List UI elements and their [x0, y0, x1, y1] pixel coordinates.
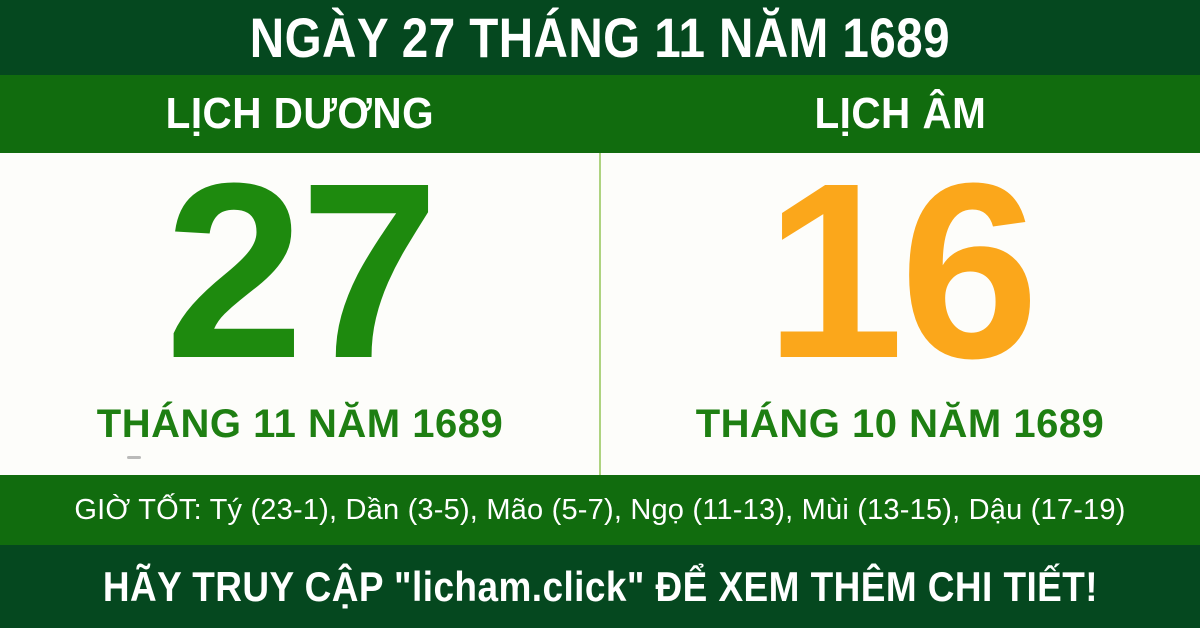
lunar-month-year: THÁNG 10 NĂM 1689: [695, 402, 1105, 446]
solar-day-panel: 27 THÁNG 11 NĂM 1689: [0, 146, 600, 475]
solar-calendar-header: LỊCH DƯƠNG: [165, 89, 435, 138]
smudge-artifact: [127, 456, 141, 459]
lunar-calendar-header: LỊCH ÂM: [814, 89, 986, 138]
day-panels: 27 THÁNG 11 NĂM 1689 16 THÁNG 10 NĂM 168…: [0, 146, 1200, 475]
good-hours-text: GIỜ TỐT: Tý (23-1), Dần (3-5), Mão (5-7)…: [74, 493, 1126, 526]
lunar-header-cell: LỊCH ÂM: [600, 75, 1200, 153]
good-hours-bar: GIỜ TỐT: Tý (23-1), Dần (3-5), Mão (5-7)…: [0, 475, 1200, 545]
date-title-bar: NGÀY 27 THÁNG 11 NĂM 1689: [0, 0, 1200, 75]
solar-header-cell: LỊCH DƯƠNG: [0, 75, 600, 153]
panel-divider-line: [599, 153, 601, 475]
solar-day-number: 27: [164, 131, 439, 410]
footer-cta-text: HÃY TRUY CẬP "licham.click" ĐỂ XEM THÊM …: [102, 562, 1098, 610]
footer-cta-bar: HÃY TRUY CẬP "licham.click" ĐỂ XEM THÊM …: [0, 545, 1200, 628]
solar-month-year: THÁNG 11 NĂM 1689: [96, 402, 504, 446]
lunar-day-number: 16: [764, 131, 1039, 410]
date-title: NGÀY 27 THÁNG 11 NĂM 1689: [249, 6, 951, 69]
lunar-day-panel: 16 THÁNG 10 NĂM 1689: [600, 146, 1200, 475]
calendar-type-header-row: LỊCH DƯƠNG LỊCH ÂM: [0, 75, 1200, 153]
